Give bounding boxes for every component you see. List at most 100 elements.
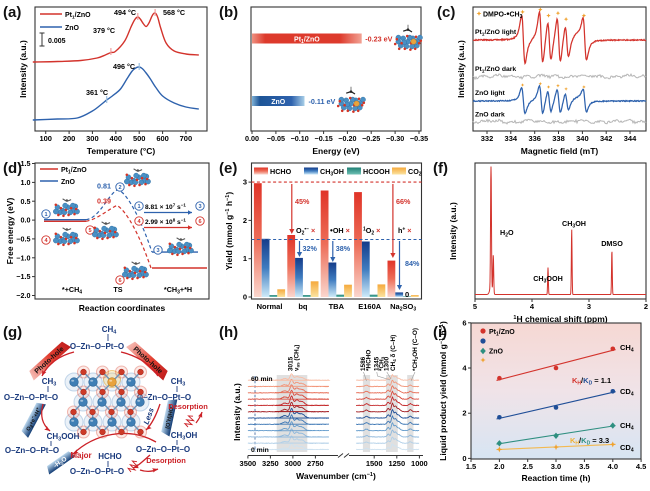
svg-text:6: 6 (198, 219, 201, 225)
svg-text:(f): (f) (433, 160, 448, 177)
svg-text:1: 1 (243, 254, 247, 263)
svg-text:32%: 32% (303, 244, 318, 253)
svg-text:−0.25: −0.25 (362, 134, 380, 143)
svg-text:3500: 3500 (240, 459, 257, 468)
svg-text:CD4: CD4 (620, 387, 634, 398)
svg-text:0: 0 (405, 290, 409, 299)
svg-text:H2O: H2O (500, 228, 514, 239)
svg-text:3.0: 3.0 (551, 462, 561, 471)
svg-text:600: 600 (156, 134, 169, 143)
svg-text:Temperature (°C): Temperature (°C) (87, 146, 156, 156)
svg-text:8.81 × 107 s−1: 8.81 × 107 s−1 (145, 203, 186, 212)
svg-text:336: 336 (528, 134, 541, 143)
svg-text:45%: 45% (295, 197, 310, 206)
svg-text:Major: Major (70, 451, 91, 460)
svg-text:500: 500 (133, 134, 146, 143)
svg-text:0: 0 (243, 293, 247, 302)
svg-text:332: 332 (481, 134, 494, 143)
svg-text:Intensity (a.u.): Intensity (a.u.) (18, 40, 28, 98)
svg-text:*CH3OH (C–O): *CH3OH (C–O) (412, 328, 419, 371)
svg-text:1586: 1586 (360, 356, 367, 371)
svg-text:CH3: CH3 (171, 377, 186, 388)
svg-text:Pt1/ZnO: Pt1/ZnO (65, 12, 91, 20)
svg-text:3.5: 3.5 (579, 462, 589, 471)
svg-text:CH3OOH: CH3OOH (47, 432, 80, 443)
svg-text:4: 4 (462, 364, 467, 373)
svg-text:TS: TS (113, 285, 122, 294)
svg-text:TBA: TBA (329, 302, 345, 311)
svg-text:O–Zn–O–Pt–O: O–Zn–O–Pt–O (136, 445, 190, 454)
svg-text:ZnO: ZnO (65, 25, 80, 32)
svg-text:−0.30: −0.30 (386, 134, 404, 143)
svg-text:Normal: Normal (257, 302, 283, 311)
svg-text:300: 300 (86, 134, 99, 143)
svg-text:2.99 × 108 s−1: 2.99 × 108 s−1 (145, 218, 186, 227)
svg-text:O–Zn–O–Pt–O: O–Zn–O–Pt–O (137, 393, 191, 402)
svg-text:h+ ×: h+ × (398, 226, 412, 235)
svg-text:ZnO: ZnO (271, 99, 286, 106)
svg-text:Pt1/ZnO: Pt1/ZnO (489, 329, 515, 338)
svg-text:2: 2 (243, 216, 247, 225)
svg-text:200: 200 (63, 134, 76, 143)
svg-text:*HCHO: *HCHO (366, 350, 373, 371)
svg-text:0.00: 0.00 (245, 134, 259, 143)
svg-text:−0.05: −0.05 (267, 134, 285, 143)
svg-text:3000: 3000 (285, 459, 302, 468)
svg-text:(a): (a) (3, 4, 21, 21)
svg-text:Reaction coordinates: Reaction coordinates (79, 303, 166, 313)
svg-text:361 °C: 361 °C (86, 88, 108, 97)
svg-text:0.005: 0.005 (48, 38, 66, 45)
svg-text:CH4: CH4 (620, 343, 634, 354)
svg-text:6: 6 (462, 318, 466, 327)
svg-text:1300: 1300 (384, 356, 391, 371)
svg-text:−0.10: −0.10 (291, 134, 309, 143)
svg-text:3: 3 (156, 248, 159, 254)
svg-text:1H chemical shift (ppm): 1H chemical shift (ppm) (513, 314, 607, 324)
svg-text:60 min: 60 min (251, 376, 273, 383)
svg-text:496 °C: 496 °C (113, 62, 135, 71)
svg-text:1.0: 1.0 (21, 178, 31, 187)
svg-text:(d): (d) (3, 160, 22, 177)
svg-text:0.39: 0.39 (97, 197, 111, 206)
svg-text:0 min: 0 min (251, 447, 269, 454)
svg-text:0.0: 0.0 (21, 216, 31, 225)
svg-text:3: 3 (243, 178, 247, 187)
svg-text:342: 342 (600, 134, 613, 143)
svg-text:−0.15: −0.15 (315, 134, 333, 143)
svg-text:Intensity (a.u.): Intensity (a.u.) (448, 202, 458, 260)
svg-text:−0.5: −0.5 (16, 234, 30, 243)
svg-text:1345: 1345 (374, 356, 381, 371)
svg-text:KH/KD = 3.3: KH/KD = 3.3 (570, 436, 609, 447)
svg-text:(i): (i) (433, 324, 447, 341)
svg-text:Photo-hole: Photo-hole (34, 346, 66, 376)
svg-text:•OH ×: •OH × (330, 226, 350, 235)
svg-text:(e): (e) (219, 160, 237, 177)
svg-text:*CH3+*H: *CH3+*H (164, 285, 192, 296)
svg-text:0.81: 0.81 (97, 182, 111, 191)
svg-text:4: 4 (44, 238, 48, 244)
svg-text:2.5: 2.5 (522, 462, 532, 471)
svg-text:1000: 1000 (411, 459, 428, 468)
svg-text:0.5: 0.5 (21, 197, 31, 206)
svg-text:−1.0: −1.0 (16, 253, 30, 262)
svg-text:Liquid product yield (mmol g−1: Liquid product yield (mmol g−1 h−1) (438, 321, 448, 461)
svg-text:(b): (b) (219, 4, 238, 21)
svg-text:O2•− ×: O2•− × (296, 226, 315, 237)
svg-text:Free energy (eV): Free energy (eV) (5, 198, 15, 265)
svg-text:1O2 ×: 1O2 × (363, 226, 380, 237)
svg-text:38%: 38% (336, 244, 351, 253)
svg-text:340: 340 (576, 134, 589, 143)
svg-text:0: 0 (462, 454, 466, 463)
svg-text:338: 338 (552, 134, 565, 143)
svg-text:O–Zn–O–Pt–O: O–Zn–O–Pt–O (70, 342, 124, 351)
svg-text:Pt1/ZnO light: Pt1/ZnO light (475, 29, 517, 37)
svg-text:DMSO: DMSO (601, 239, 623, 248)
svg-text:HCHO: HCHO (98, 452, 122, 461)
svg-text:DMPO-•CH3: DMPO-•CH3 (483, 9, 523, 21)
svg-text:E160A: E160A (358, 302, 382, 311)
svg-text:5: 5 (473, 302, 477, 311)
svg-text:400: 400 (110, 134, 123, 143)
svg-text:379 °C: 379 °C (93, 26, 115, 35)
svg-text:*CH3: *CH3 (379, 356, 386, 371)
svg-text:1.5: 1.5 (21, 159, 31, 168)
